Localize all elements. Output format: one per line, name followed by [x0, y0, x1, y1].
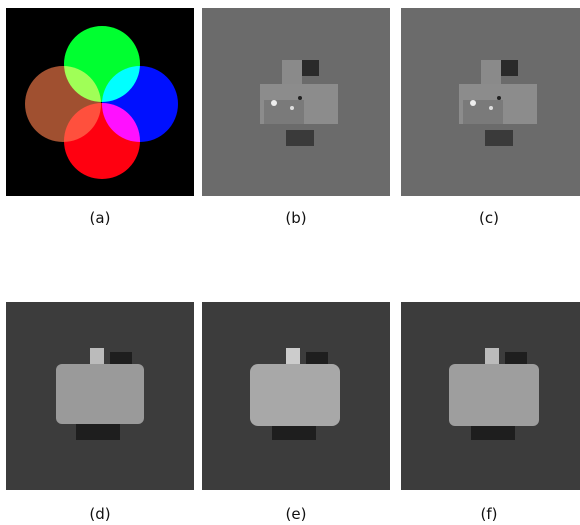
caption: (d) — [6, 505, 194, 523]
image-panel — [202, 8, 390, 196]
image-panel — [6, 302, 194, 490]
image-panel — [398, 302, 580, 490]
caption: (b) — [202, 209, 390, 227]
image-panel — [398, 8, 580, 196]
image-panel — [6, 8, 194, 196]
caption: (f) — [395, 505, 580, 523]
caption: (e) — [202, 505, 390, 523]
figure: (a) (b) (c) (d) (e) (f) (() => { const d… — [0, 0, 580, 525]
caption: (a) — [6, 209, 194, 227]
image-panel — [202, 302, 390, 490]
caption: (c) — [395, 209, 580, 227]
